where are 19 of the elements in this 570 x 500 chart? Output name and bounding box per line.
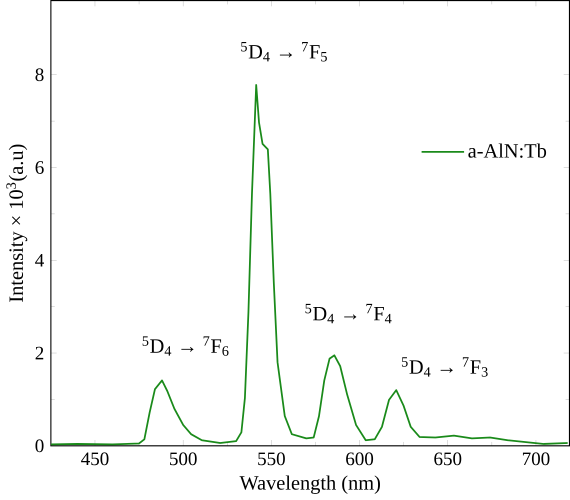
x-tick-label: 650 <box>434 452 462 466</box>
y-tick-label: 2 <box>36 346 44 360</box>
y-tick-label: 0 <box>35 439 44 452</box>
y-tick-label: 4 <box>35 254 44 266</box>
y-tick-label: 6 <box>36 160 44 174</box>
x-tick-label: 550 <box>258 452 285 466</box>
x-tick-label: 600 <box>346 452 374 466</box>
annotation: $^{5}$D$_{4}$ → $^{7}$F$_{5}$ <box>241 42 327 62</box>
x-axis-title: Wavelength (nm) <box>239 475 380 494</box>
y-axis-title: Intensity × 10$^{3}$(a.u) <box>6 144 28 302</box>
x-tick-label: 700 <box>522 452 550 466</box>
line-series <box>50 84 569 446</box>
x-tick-label: 500 <box>170 452 197 466</box>
legend-label: a-AlN:Tb <box>468 143 546 158</box>
y-tick-label: 8 <box>35 68 44 82</box>
annotation: $^{5}$D$_{4}$ → $^{7}$F$_{6}$ <box>142 336 229 356</box>
x-tick-label: 450 <box>81 452 108 466</box>
annotation: $^{5}$D$_{4}$ → $^{7}$F$_{4}$ <box>305 304 392 324</box>
annotation: $^{5}$D$_{4}$ → $^{7}$F$_{3}$ <box>402 357 488 377</box>
